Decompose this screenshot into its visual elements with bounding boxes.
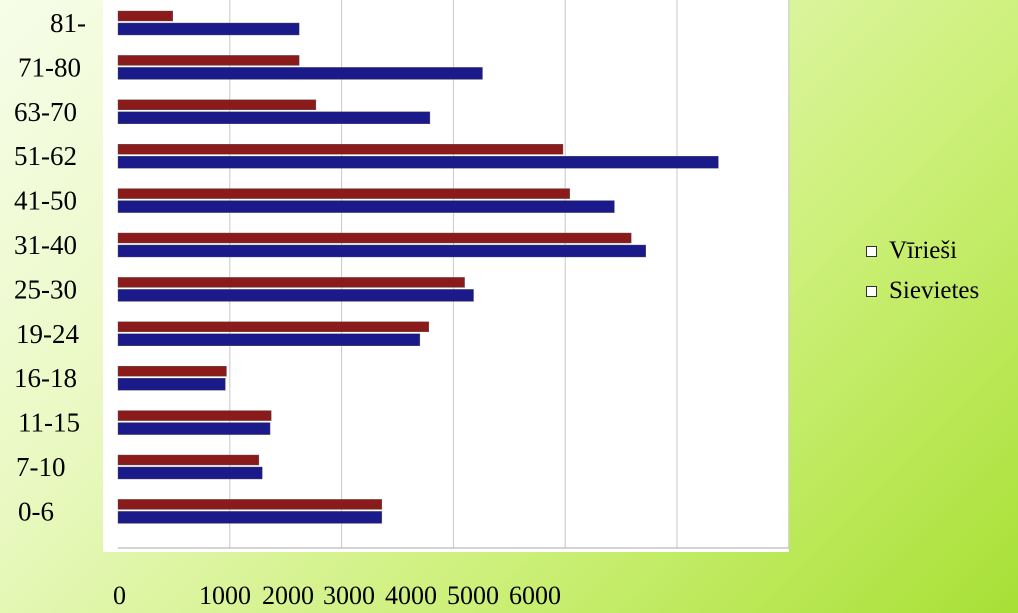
legend-item-series-2: Sievietes [866, 271, 979, 311]
bar-19-24-series-2 [117, 333, 421, 346]
bar-7-10-series-2 [117, 466, 263, 480]
bar-63-70-series-2 [117, 111, 431, 125]
category-label: 16-18 [14, 363, 77, 393]
bar-16-18-series-1 [117, 366, 227, 377]
legend-item-series-1: Vīrieši [866, 231, 979, 271]
bar-19-24-series-1 [117, 321, 430, 332]
bar-31-40-series-1 [117, 232, 632, 244]
category-label: 41-50 [14, 186, 77, 216]
legend-label-series-1: Vīrieši [889, 237, 958, 264]
bar-71-80-series-1 [117, 55, 300, 66]
category-label: 31-40 [14, 230, 77, 260]
x-tick-labels: 0 1000 2000 3000 4000 5000 6000 [113, 581, 561, 610]
legend-swatch-series-2 [866, 285, 877, 297]
bar-31-40-series-2 [117, 244, 646, 258]
bar-51-62-series-1 [117, 143, 564, 155]
category-label: 11-15 [18, 408, 80, 438]
bar-11-15-series-2 [117, 422, 271, 435]
bar-81--series-1 [117, 10, 173, 22]
bar-0-6-series-2 [117, 511, 383, 524]
category-label: 81- [50, 8, 86, 38]
bars [117, 10, 719, 524]
bar-16-18-series-2 [117, 378, 226, 391]
bar-41-50-series-2 [117, 200, 615, 213]
category-label: 71-80 [18, 52, 81, 82]
x-tick-label: 6000 [509, 581, 561, 610]
x-tick-label: 5000 [447, 581, 499, 610]
bar-51-62-series-2 [117, 155, 719, 169]
x-tick-label: 0 [113, 581, 126, 610]
bar-0-6-series-1 [117, 499, 383, 510]
bar-41-50-series-1 [117, 188, 570, 199]
category-label: 51-62 [14, 141, 77, 171]
x-tick-label: 1000 [199, 581, 251, 610]
category-labels: 81- 71-80 63-70 51-62 41-50 31-40 25-30 19-24 16… [14, 8, 86, 526]
category-label: 25-30 [14, 274, 77, 304]
category-label: 7-10 [16, 452, 66, 482]
category-label: 19-24 [16, 319, 79, 349]
bar-11-15-series-1 [117, 410, 272, 421]
category-label: 0-6 [18, 496, 54, 526]
bar-25-30-series-1 [117, 277, 465, 288]
gridlines [229, 0, 790, 548]
bar-63-70-series-1 [117, 99, 317, 111]
x-tick-label: 4000 [385, 581, 437, 610]
bar-71-80-series-2 [117, 67, 483, 80]
legend: Vīrieši Sievietes [866, 231, 979, 311]
legend-label-series-2: Sievietes [889, 277, 980, 304]
legend-swatch-series-1 [866, 245, 877, 257]
x-tick-label: 2000 [262, 581, 314, 610]
bar-81--series-2 [117, 22, 300, 36]
category-label: 63-70 [14, 97, 77, 127]
bar-25-30-series-2 [117, 289, 474, 302]
bar-7-10-series-1 [117, 454, 260, 466]
x-tick-label: 3000 [323, 581, 375, 610]
